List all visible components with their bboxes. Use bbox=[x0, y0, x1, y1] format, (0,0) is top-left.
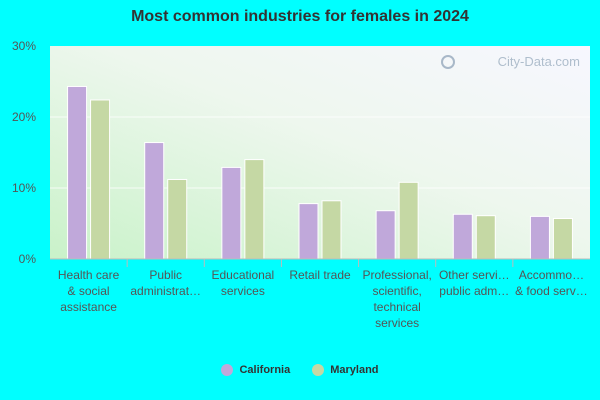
bar-maryland-6 bbox=[552, 218, 573, 260]
y-tick-label: 20% bbox=[12, 110, 36, 124]
y-tick-label: 10% bbox=[12, 181, 36, 195]
x-tick-label-line: services bbox=[375, 316, 419, 330]
legend-swatch-maryland bbox=[312, 364, 325, 376]
bar-california-3 bbox=[298, 203, 319, 260]
x-tick-label: Retail trade bbox=[289, 268, 351, 282]
bar-california-5 bbox=[452, 213, 473, 260]
bar-maryland-4 bbox=[398, 181, 419, 260]
x-tick-label: Health care & social assistance bbox=[58, 268, 120, 314]
bar-maryland-1 bbox=[167, 178, 188, 260]
x-tick-label-line: & social bbox=[68, 284, 110, 298]
x-tick-label-line: assistance bbox=[60, 300, 117, 314]
legend-label-maryland: Maryland bbox=[330, 364, 379, 376]
x-tick-label-line: scientific, bbox=[372, 284, 421, 298]
watermark-icon bbox=[441, 55, 455, 69]
x-tick-label: Other servi… public adm… bbox=[439, 268, 510, 298]
x-tick-label-line: Retail trade bbox=[289, 268, 351, 282]
x-tick-label-line: public adm… bbox=[439, 284, 509, 298]
x-tick-label-line: technical bbox=[373, 300, 420, 314]
y-tick-label: 0% bbox=[19, 252, 37, 266]
plot-area bbox=[50, 46, 590, 259]
x-tick-label-line: Professional, bbox=[362, 268, 431, 282]
x-tick-label: Public administrat… bbox=[130, 268, 201, 298]
watermark: City-Data.com bbox=[498, 54, 580, 69]
x-tick-label-line: & food serv… bbox=[515, 284, 588, 298]
y-tick-label: 30% bbox=[12, 39, 36, 53]
bar-california-1 bbox=[144, 142, 165, 260]
x-tick-label-line: services bbox=[221, 284, 265, 298]
x-tick-label: Professional, scientific, technical service… bbox=[362, 268, 431, 330]
x-tick-label-line: Accommo… bbox=[519, 268, 584, 282]
x-tick-label-line: Other servi… bbox=[439, 268, 510, 282]
chart-title: Most common industries for females in 20… bbox=[131, 8, 469, 25]
x-tick-label: Educational services bbox=[211, 268, 274, 298]
legend-item-maryland: Maryland bbox=[312, 364, 379, 376]
x-tick-label-line: administrat… bbox=[130, 284, 201, 298]
bar-california-4 bbox=[375, 210, 396, 260]
x-tick-label-line: Educational bbox=[211, 268, 274, 282]
bar-maryland-3 bbox=[321, 200, 342, 260]
legend-label-california: California bbox=[239, 364, 291, 376]
legend-swatch-california bbox=[221, 364, 234, 376]
bar-california-6 bbox=[529, 215, 550, 260]
bar-maryland-2 bbox=[244, 159, 265, 260]
bar-california-2 bbox=[221, 166, 242, 260]
bar-california-0 bbox=[67, 85, 88, 260]
bar-maryland-0 bbox=[90, 99, 111, 260]
bar-maryland-5 bbox=[475, 215, 496, 260]
legend: California Maryland bbox=[0, 364, 600, 376]
legend-item-california: California bbox=[221, 364, 290, 376]
x-tick-label-line: Health care bbox=[58, 268, 120, 282]
x-tick-label: Accommo… & food serv… bbox=[515, 268, 588, 298]
x-tick-label-line: Public bbox=[149, 268, 182, 282]
